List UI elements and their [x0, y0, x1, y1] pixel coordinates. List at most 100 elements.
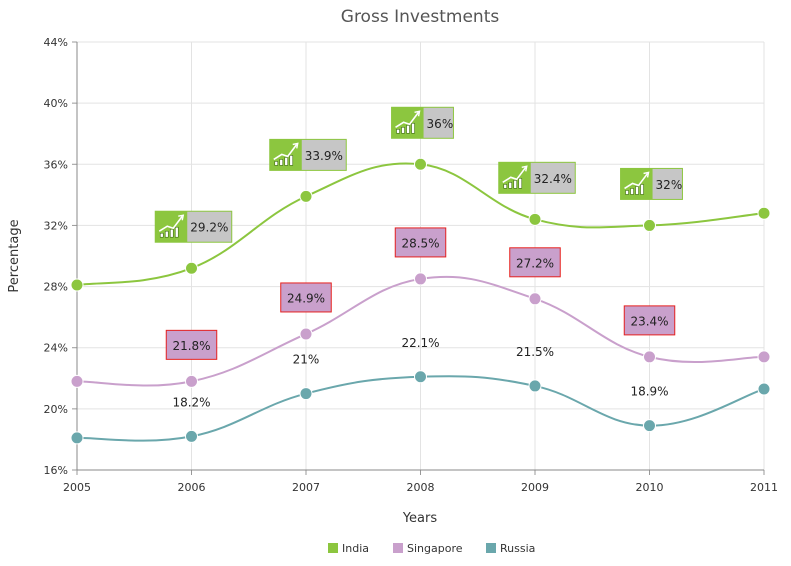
icon-bar: [625, 190, 629, 195]
y-tick-label: 24%: [44, 342, 68, 355]
data-point[interactable]: [70, 278, 84, 292]
legend-label: Singapore: [407, 542, 463, 555]
data-point[interactable]: [185, 261, 198, 275]
trending-up-chart-icon: [273, 142, 299, 166]
data-label-box: 27.2%: [509, 247, 561, 278]
y-axis-title: Percentage: [7, 219, 22, 292]
data-label-box: 28.5%: [394, 227, 447, 258]
icon-bar: [513, 180, 518, 189]
icon-bar: [169, 228, 174, 238]
data-label-box: 21.8%: [165, 329, 218, 360]
x-tick-label: 2008: [407, 481, 435, 494]
icon-trend-line: [502, 166, 527, 183]
data-label-box: 23.4%: [623, 305, 676, 336]
data-labels: 29.2% 33.9% 36% 32.4% 32% 21.8% 24.9% 28.5% 27.2…: [154, 106, 683, 409]
data-label-bg: [394, 227, 447, 258]
x-tick-label: 2011: [750, 481, 778, 494]
x-tick-label: 2005: [63, 481, 91, 494]
icon-arrow-head: [521, 165, 528, 172]
data-point[interactable]: [414, 272, 427, 286]
data-point[interactable]: [528, 212, 542, 226]
x-axis-title: Years: [402, 511, 438, 526]
data-label: 29.2%: [190, 221, 228, 235]
icon-bar: [518, 178, 523, 189]
data-label: 32.4%: [534, 172, 572, 186]
data-point[interactable]: [643, 350, 656, 364]
x-tick-label: 2007: [292, 481, 320, 494]
data-point[interactable]: [299, 189, 313, 203]
icon-bar: [635, 186, 639, 195]
data-point[interactable]: [757, 206, 771, 220]
data-label-bg: [509, 247, 561, 278]
icon-bar: [396, 128, 400, 134]
legend-item-india[interactable]: India: [328, 542, 369, 555]
icon-trend-line: [273, 143, 298, 161]
data-point[interactable]: [643, 218, 656, 232]
icon-bar: [508, 182, 513, 189]
x-tick-label: 2006: [178, 481, 206, 494]
icon-bar: [640, 184, 644, 195]
icon-bar: [401, 126, 405, 134]
legend-item-russia[interactable]: Russia: [486, 542, 535, 555]
data-label-bg: [280, 282, 332, 313]
icon-bar: [274, 161, 279, 166]
x-tick-label: 2009: [521, 481, 549, 494]
icon-bar: [284, 157, 289, 166]
data-label: 33.9%: [305, 149, 343, 163]
legend-swatch: [328, 543, 338, 553]
icon-bar: [406, 124, 410, 134]
data-point[interactable]: [70, 374, 84, 388]
axes: 16% 20% 24% 28% 32% 36% 40% 44% 2005 2006 2007 2008…: [44, 36, 778, 494]
data-label: 22.1%: [401, 336, 439, 350]
y-tick-label: 28%: [44, 281, 68, 294]
icon-bar: [503, 184, 508, 189]
data-label-bg: [623, 305, 676, 336]
legend-swatch: [393, 543, 403, 553]
icon-bar: [411, 122, 415, 134]
data-label-box: 32%: [620, 167, 683, 200]
icon-bar: [279, 159, 284, 166]
data-label: 27.2%: [516, 256, 554, 270]
data-point[interactable]: [70, 431, 84, 445]
data-point[interactable]: [528, 379, 542, 393]
y-tick-label: 20%: [44, 403, 68, 416]
legend-label: Russia: [500, 542, 535, 555]
trending-up-chart-icon: [624, 171, 650, 195]
data-point[interactable]: [185, 429, 198, 443]
legend-item-singapore[interactable]: Singapore: [393, 542, 463, 555]
data-point[interactable]: [299, 327, 313, 341]
data-label: 28.5%: [401, 236, 439, 250]
data-point[interactable]: [757, 382, 771, 396]
data-label-box: 24.9%: [280, 282, 332, 313]
y-tick-label: 44%: [44, 36, 68, 49]
data-point[interactable]: [528, 292, 542, 306]
data-point[interactable]: [414, 370, 427, 384]
data-label-box: 36%: [391, 106, 454, 139]
data-label: 21.8%: [172, 339, 210, 353]
data-label-box: 29.2%: [154, 210, 233, 243]
x-tick-label: 2010: [636, 481, 664, 494]
data-label: 18.9%: [630, 385, 668, 399]
data-point[interactable]: [299, 387, 313, 401]
y-tick-label: 40%: [44, 97, 68, 110]
y-tick-label: 16%: [44, 464, 68, 477]
data-point[interactable]: [185, 374, 198, 388]
data-label: 32%: [656, 178, 683, 192]
y-tick-label: 36%: [44, 158, 68, 171]
data-point[interactable]: [643, 419, 656, 433]
data-point[interactable]: [757, 350, 771, 364]
icon-arrow-head: [178, 214, 185, 221]
icon-arrow-head: [643, 171, 650, 178]
data-point[interactable]: [414, 157, 427, 171]
icon-bar: [164, 230, 169, 238]
icon-arrow-head: [414, 110, 421, 117]
icon-bar: [630, 188, 634, 195]
data-label: 36%: [427, 117, 454, 131]
data-label: 18.2%: [172, 395, 210, 409]
legend[interactable]: India Singapore Russia: [328, 542, 535, 555]
data-label: 21%: [293, 353, 320, 367]
icon-bar: [174, 226, 179, 238]
icon-arrow-head: [292, 142, 299, 149]
